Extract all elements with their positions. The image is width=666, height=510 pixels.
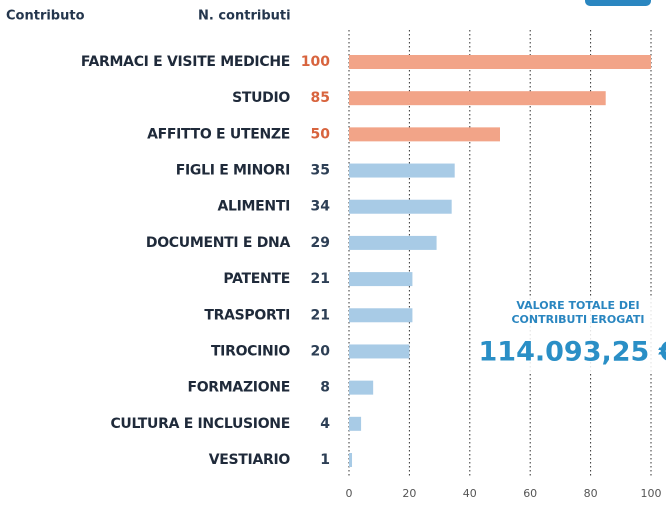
bar xyxy=(349,417,361,431)
category-label: FIGLI E MINORI xyxy=(176,163,290,179)
tab-decoration xyxy=(585,0,651,6)
value-label: 1 xyxy=(320,452,330,468)
bar xyxy=(349,272,412,286)
bar xyxy=(349,164,455,178)
value-label: 4 xyxy=(320,416,330,432)
column-header: Contributo xyxy=(6,9,85,24)
category-label: FORMAZIONE xyxy=(187,380,290,396)
value-label: 21 xyxy=(311,307,330,323)
value-label: 21 xyxy=(311,271,330,287)
x-tick-label: 60 xyxy=(523,487,537,500)
category-label: VESTIARIO xyxy=(209,452,291,468)
value-label: 20 xyxy=(311,343,331,359)
annotation-total: 114.093,25 € xyxy=(479,337,666,368)
annotation-line: VALORE TOTALE DEI xyxy=(516,299,639,312)
category-label: FARMACI E VISITE MEDICHE xyxy=(81,54,290,70)
value-label: 29 xyxy=(311,235,330,251)
x-tick-label: 40 xyxy=(463,487,477,500)
bar xyxy=(349,55,651,69)
value-label: 100 xyxy=(301,54,330,70)
column-header: N. contributi xyxy=(198,9,291,24)
bars: FARMACI E VISITE MEDICHE 100 STUDIO 85 AFFIT… xyxy=(81,54,651,468)
value-label: 35 xyxy=(311,163,330,179)
value-label: 50 xyxy=(311,126,331,142)
bar xyxy=(349,344,409,358)
bar xyxy=(349,453,352,467)
bar xyxy=(349,236,437,250)
bar xyxy=(349,91,606,105)
category-label: DOCUMENTI E DNA xyxy=(146,235,291,251)
value-label: 85 xyxy=(311,90,330,106)
x-tick-label: 0 xyxy=(346,487,353,500)
bar xyxy=(349,381,373,395)
category-label: AFFITTO E UTENZE xyxy=(147,126,290,142)
category-label: TIROCINIO xyxy=(211,343,290,359)
category-label: TRASPORTI xyxy=(204,307,290,323)
bar xyxy=(349,200,452,214)
bar xyxy=(349,308,412,322)
x-tick-label: 100 xyxy=(641,487,662,500)
category-label: CULTURA E INCLUSIONE xyxy=(110,416,290,432)
x-tick-label: 80 xyxy=(584,487,598,500)
category-label: PATENTE xyxy=(223,271,290,287)
value-label: 8 xyxy=(320,380,330,396)
category-label: STUDIO xyxy=(232,90,290,106)
value-label: 34 xyxy=(311,199,331,215)
category-label: ALIMENTI xyxy=(217,199,290,215)
x-tick-label: 20 xyxy=(402,487,416,500)
bar xyxy=(349,127,500,141)
annotation-line: CONTRIBUTI EROGATI xyxy=(511,313,644,326)
